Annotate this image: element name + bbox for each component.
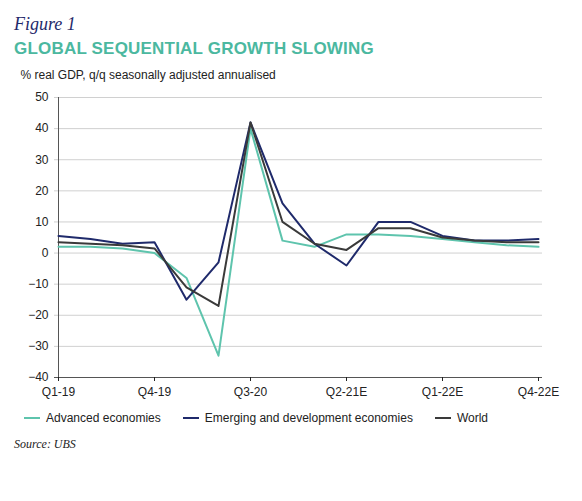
svg-text:50: 50	[35, 90, 49, 104]
svg-text:Q2-21E: Q2-21E	[326, 385, 367, 399]
svg-text:Q4-19: Q4-19	[138, 385, 172, 399]
svg-text:−10: −10	[28, 277, 49, 291]
svg-text:40: 40	[35, 121, 49, 135]
html-text:Advanced economies: Advanced economies	[46, 411, 161, 425]
svg-text:Q4-22E: Q4-22E	[518, 385, 559, 399]
html-text:Emerging and development econo: Emerging and development economies	[204, 411, 413, 425]
svg-text:−20: −20	[28, 308, 49, 322]
svg-text:10: 10	[35, 215, 49, 229]
svg-text:−40: −40	[28, 370, 49, 384]
html-text:Source: UBS: Source: UBS	[14, 437, 76, 451]
html-text:GLOBAL SEQUENTIAL GROWTH SLOWI: GLOBAL SEQUENTIAL GROWTH SLOWING	[14, 39, 374, 58]
svg-text:20: 20	[35, 184, 49, 198]
svg-text:Q1-22E: Q1-22E	[422, 385, 463, 399]
svg-text:0: 0	[42, 246, 49, 260]
html-text:Figure 1: Figure 1	[14, 14, 76, 34]
svg-text:% real GDP, q/q seasonally adj: % real GDP, q/q seasonally adjusted annu…	[21, 68, 276, 82]
svg-text:−30: −30	[28, 339, 49, 353]
svg-text:Q1-19: Q1-19	[42, 385, 76, 399]
svg-text:30: 30	[35, 153, 49, 167]
html-text:World: World	[456, 411, 488, 425]
svg-text:Q3-20: Q3-20	[234, 385, 268, 399]
